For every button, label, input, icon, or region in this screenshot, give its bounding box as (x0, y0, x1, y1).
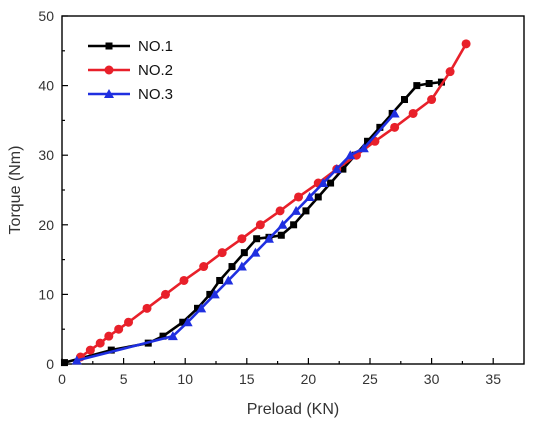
data-point (228, 263, 236, 271)
data-point (217, 248, 227, 258)
data-point (376, 123, 384, 131)
data-point (240, 249, 248, 257)
legend-item: NO.1 (88, 38, 173, 55)
data-point (291, 205, 302, 215)
data-point (159, 332, 167, 340)
data-point (390, 122, 400, 132)
data-point (223, 275, 234, 285)
x-tick-label: 30 (424, 371, 440, 387)
plot-frame (61, 15, 525, 365)
data-point (263, 233, 274, 243)
data-point (445, 67, 455, 77)
legend: NO.1 NO.2 NO.3 (88, 38, 173, 103)
data-point (236, 261, 247, 271)
data-point (331, 164, 342, 174)
data-point (327, 179, 335, 187)
data-point (389, 108, 400, 118)
data-point (216, 276, 224, 284)
y-tick-label: 50 (38, 8, 54, 24)
data-point (179, 318, 187, 326)
data-point (318, 178, 329, 188)
data-point (408, 108, 418, 118)
legend-marker (105, 42, 113, 50)
data-point (196, 303, 207, 313)
data-point (250, 247, 261, 257)
legend-item: NO.2 (88, 62, 173, 79)
series-no1 (60, 78, 445, 367)
legend-item: NO.3 (88, 86, 173, 103)
data-point (253, 235, 261, 243)
data-point (400, 96, 408, 104)
series-no3 (71, 108, 400, 365)
data-point (114, 324, 124, 334)
data-point (345, 150, 356, 160)
y-tick-label: 30 (38, 147, 54, 163)
axes: 0 5 10 15 20 25 30 35 0 10 20 30 40 50 (38, 8, 525, 387)
data-point (427, 95, 437, 105)
x-axis-title: Preload (KN) (247, 401, 339, 418)
data-point (275, 206, 285, 216)
data-point (124, 317, 134, 327)
data-point (60, 359, 68, 367)
data-point (314, 193, 322, 201)
x-tick-label: 20 (301, 371, 317, 387)
y-tick-label: 20 (38, 217, 54, 233)
data-point (179, 275, 189, 285)
data-point (277, 231, 285, 239)
legend-label: NO.1 (138, 38, 173, 55)
data-point (437, 78, 445, 86)
data-point (199, 262, 209, 272)
data-point (425, 80, 433, 88)
data-point (413, 82, 421, 90)
series-layer (60, 39, 471, 367)
x-tick-label: 35 (485, 371, 501, 387)
x-tick-label: 10 (177, 371, 193, 387)
x-tick-label: 25 (362, 371, 378, 387)
legend-label: NO.2 (138, 62, 173, 79)
data-point (182, 317, 193, 327)
data-point (104, 331, 114, 341)
data-point (304, 191, 315, 201)
data-point (294, 192, 304, 202)
legend-marker (104, 89, 114, 98)
x-tick-label: 5 (120, 371, 128, 387)
x-tick-label: 15 (239, 371, 255, 387)
data-point (194, 304, 202, 312)
data-point (206, 290, 214, 298)
y-tick-label: 40 (38, 78, 54, 94)
data-point (209, 289, 220, 299)
data-point (95, 338, 105, 348)
data-point (364, 137, 372, 145)
legend-label: NO.3 (138, 86, 173, 103)
x-tick-label: 0 (58, 371, 66, 387)
y-axis-title: Torque (Nm) (7, 146, 24, 235)
data-point (358, 143, 369, 153)
data-point (339, 165, 347, 173)
data-point (160, 289, 170, 299)
data-point (255, 220, 265, 230)
series-no2 (75, 39, 471, 362)
y-tick-label: 10 (38, 286, 54, 302)
data-point (107, 346, 115, 354)
data-point (237, 234, 247, 244)
data-point (167, 331, 178, 341)
data-point (71, 355, 82, 365)
data-point (461, 39, 471, 49)
data-point (142, 303, 152, 313)
data-point (302, 207, 310, 215)
data-point (85, 345, 95, 355)
y-tick-label: 0 (46, 356, 54, 372)
data-point (290, 221, 298, 229)
data-point (277, 219, 288, 229)
legend-marker (104, 65, 114, 75)
